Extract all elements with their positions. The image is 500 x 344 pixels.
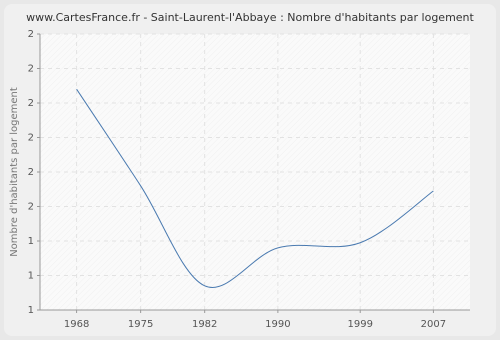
- x-tick-label: 1999: [347, 319, 372, 330]
- x-tick-label: 1975: [128, 319, 153, 330]
- y-tick-label: 2: [28, 29, 34, 40]
- series-line: [76, 88, 434, 288]
- x-tick-label: 1968: [64, 319, 89, 330]
- y-tick-label: 1: [28, 236, 34, 247]
- x-tick-label: 1990: [265, 319, 290, 330]
- x-tick-label: 2007: [421, 319, 446, 330]
- y-tick-label: 2: [28, 133, 34, 144]
- y-tick-label: 1: [28, 271, 34, 282]
- y-tick-label: 2: [28, 167, 34, 178]
- y-axis-label: Nombre d'habitants par logement: [9, 87, 20, 257]
- x-tick-label: 1982: [192, 319, 217, 330]
- y-tick-label: 2: [28, 202, 34, 213]
- y-tick-label: 2: [28, 64, 34, 75]
- y-tick-label: 1: [28, 305, 34, 316]
- chart-title: www.CartesFrance.fr - Saint-Laurent-l'Ab…: [26, 11, 474, 24]
- y-tick-label: 2: [28, 98, 34, 109]
- plot-area: [40, 34, 470, 310]
